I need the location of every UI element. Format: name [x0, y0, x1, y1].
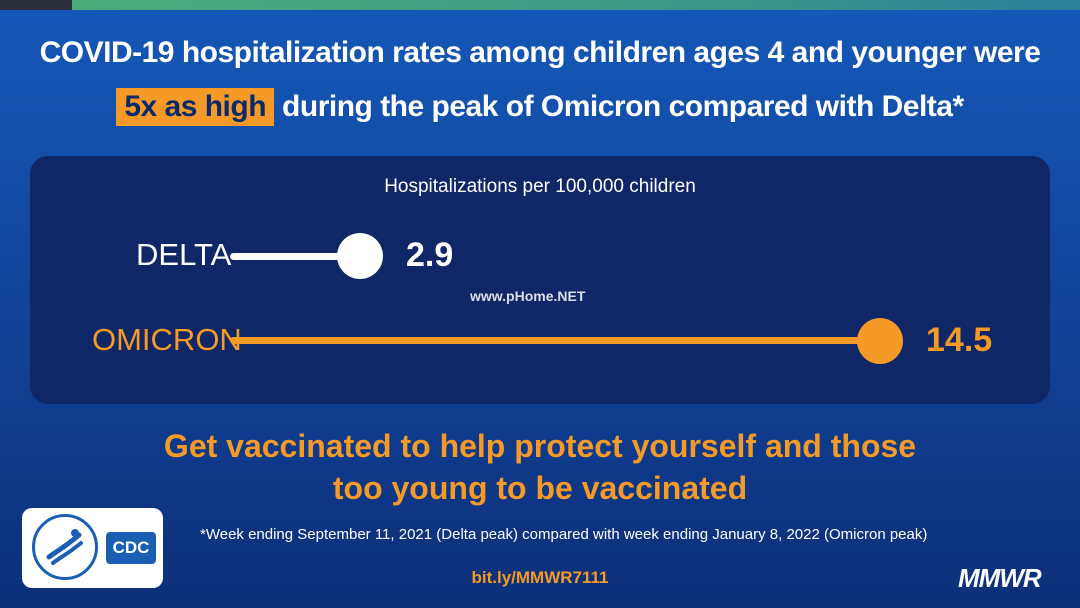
bar-delta — [230, 253, 360, 260]
marker-delta — [337, 233, 383, 279]
cdc-logo: CDC — [22, 508, 163, 588]
headline-line-2-text: during the peak of Omicron compared with… — [282, 90, 964, 123]
headline-line-2: 5x as high during the peak of Omicron com… — [0, 88, 1080, 126]
headline-highlight: 5x as high — [116, 88, 275, 126]
cta-line-2: too young to be vaccinated — [332, 470, 748, 506]
mmwr-link[interactable]: bit.ly/MMWR7111 — [471, 568, 609, 587]
top-accent-bar — [0, 0, 1080, 10]
marker-omicron — [857, 318, 903, 364]
hhs-seal-icon — [32, 514, 98, 580]
headline-line-1: COVID-19 hospitalization rates among chi… — [39, 36, 1041, 69]
category-label-omicron: OMICRON — [92, 322, 242, 357]
category-label-delta: DELTA — [136, 237, 232, 272]
footnote: *Week ending September 11, 2021 (Delta p… — [200, 526, 928, 543]
bar-omicron — [230, 337, 880, 344]
cdc-badge: CDC — [106, 532, 156, 564]
chart-title: Hospitalizations per 100,000 children — [384, 176, 696, 197]
watermark: www.pHome.NET — [470, 288, 586, 304]
value-label-delta: 2.9 — [406, 236, 454, 274]
value-label-omicron: 14.5 — [926, 321, 993, 359]
cta-line-1: Get vaccinated to help protect yourself … — [163, 428, 917, 464]
mmwr-logo: MMWR — [958, 563, 1042, 593]
